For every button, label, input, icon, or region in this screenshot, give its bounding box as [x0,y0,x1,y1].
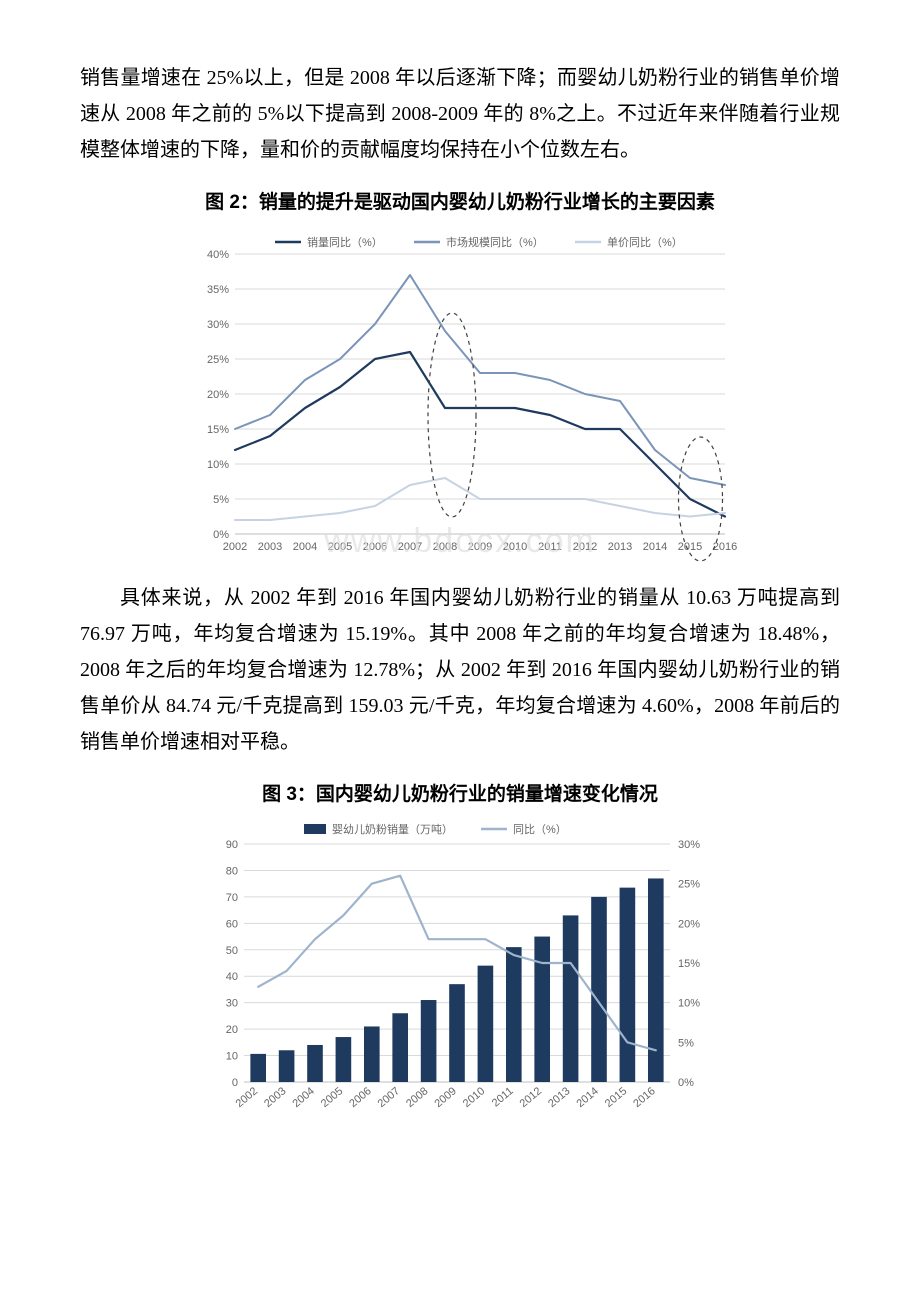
svg-text:5%: 5% [213,494,229,506]
svg-text:2008: 2008 [404,1085,430,1110]
svg-text:35%: 35% [207,284,229,296]
svg-text:30%: 30% [678,839,700,851]
svg-text:0%: 0% [678,1077,694,1089]
svg-text:70: 70 [226,892,238,904]
svg-text:2006: 2006 [347,1085,373,1110]
paragraph-2: 具体来说，从 2002 年到 2016 年国内婴幼儿奶粉行业的销量从 10.63… [80,580,840,760]
svg-text:2014: 2014 [574,1085,600,1110]
svg-text:2015: 2015 [678,541,702,553]
svg-text:2016: 2016 [713,541,737,553]
svg-text:同比（%）: 同比（%） [513,823,567,836]
figure-3-chart: 0 10 20 30 40 50 60 70 80 90 0% 5% 10% 15% 20% 25% 30% 20… [80,818,840,1138]
svg-text:2011: 2011 [538,541,562,553]
svg-text:0%: 0% [213,529,229,541]
svg-text:2012: 2012 [518,1085,544,1110]
svg-text:20: 20 [226,1024,238,1036]
figure-2-title: 图 2：销量的提升是驱动国内婴幼儿奶粉行业增长的主要因素 [80,186,840,220]
svg-text:2011: 2011 [490,1085,516,1109]
svg-text:2005: 2005 [319,1085,345,1110]
svg-text:30%: 30% [207,319,229,331]
svg-text:15%: 15% [207,424,229,436]
svg-text:40%: 40% [207,249,229,261]
svg-text:2003: 2003 [262,1085,288,1110]
svg-text:10%: 10% [678,998,700,1010]
svg-text:90: 90 [226,839,238,851]
svg-text:2006: 2006 [363,541,387,553]
svg-text:20%: 20% [207,389,229,401]
svg-text:2014: 2014 [643,541,667,553]
svg-text:40: 40 [226,972,238,984]
svg-text:婴幼儿奶粉销量（万吨）: 婴幼儿奶粉销量（万吨） [332,822,453,836]
svg-text:2010: 2010 [461,1085,487,1110]
svg-text:60: 60 [226,919,238,931]
svg-text:25%: 25% [207,354,229,366]
svg-text:2015: 2015 [603,1085,629,1110]
svg-text:10%: 10% [207,459,229,471]
paragraph-1: 销售量增速在 25%以上，但是 2008 年以后逐渐下降；而婴幼儿奶粉行业的销售… [80,60,840,168]
svg-text:5%: 5% [678,1038,694,1050]
svg-text:2002: 2002 [223,541,247,553]
svg-text:2004: 2004 [290,1085,316,1110]
svg-text:2010: 2010 [503,541,527,553]
svg-text:2009: 2009 [468,541,492,553]
svg-text:2009: 2009 [432,1085,458,1110]
svg-text:2013: 2013 [608,541,632,553]
svg-text:单价同比（%）: 单价同比（%） [607,236,683,249]
svg-text:20%: 20% [678,919,700,931]
svg-text:2003: 2003 [258,541,282,553]
svg-text:2012: 2012 [573,541,597,553]
figure-2-chart: 0% 5% 10% 15% 20% 25% 30% 35% 40% 2002 2003 2004 200… [80,226,840,566]
svg-text:2013: 2013 [546,1085,572,1110]
svg-text:80: 80 [226,866,238,878]
svg-text:30: 30 [226,998,238,1010]
svg-text:10: 10 [226,1051,238,1063]
figure-3-title: 图 3：国内婴幼儿奶粉行业的销量增速变化情况 [80,778,840,812]
svg-text:50: 50 [226,945,238,957]
svg-text:2007: 2007 [376,1085,402,1110]
svg-text:销量同比（%）: 销量同比（%） [307,235,383,249]
svg-text:2008: 2008 [433,541,457,553]
svg-text:2016: 2016 [631,1085,657,1110]
svg-text:市场规模同比（%）: 市场规模同比（%） [446,235,544,249]
svg-text:2004: 2004 [293,541,317,553]
svg-text:25%: 25% [678,879,700,891]
svg-text:0: 0 [232,1077,238,1089]
svg-text:15%: 15% [678,958,700,970]
svg-text:2005: 2005 [328,541,352,553]
svg-text:2007: 2007 [398,541,422,553]
